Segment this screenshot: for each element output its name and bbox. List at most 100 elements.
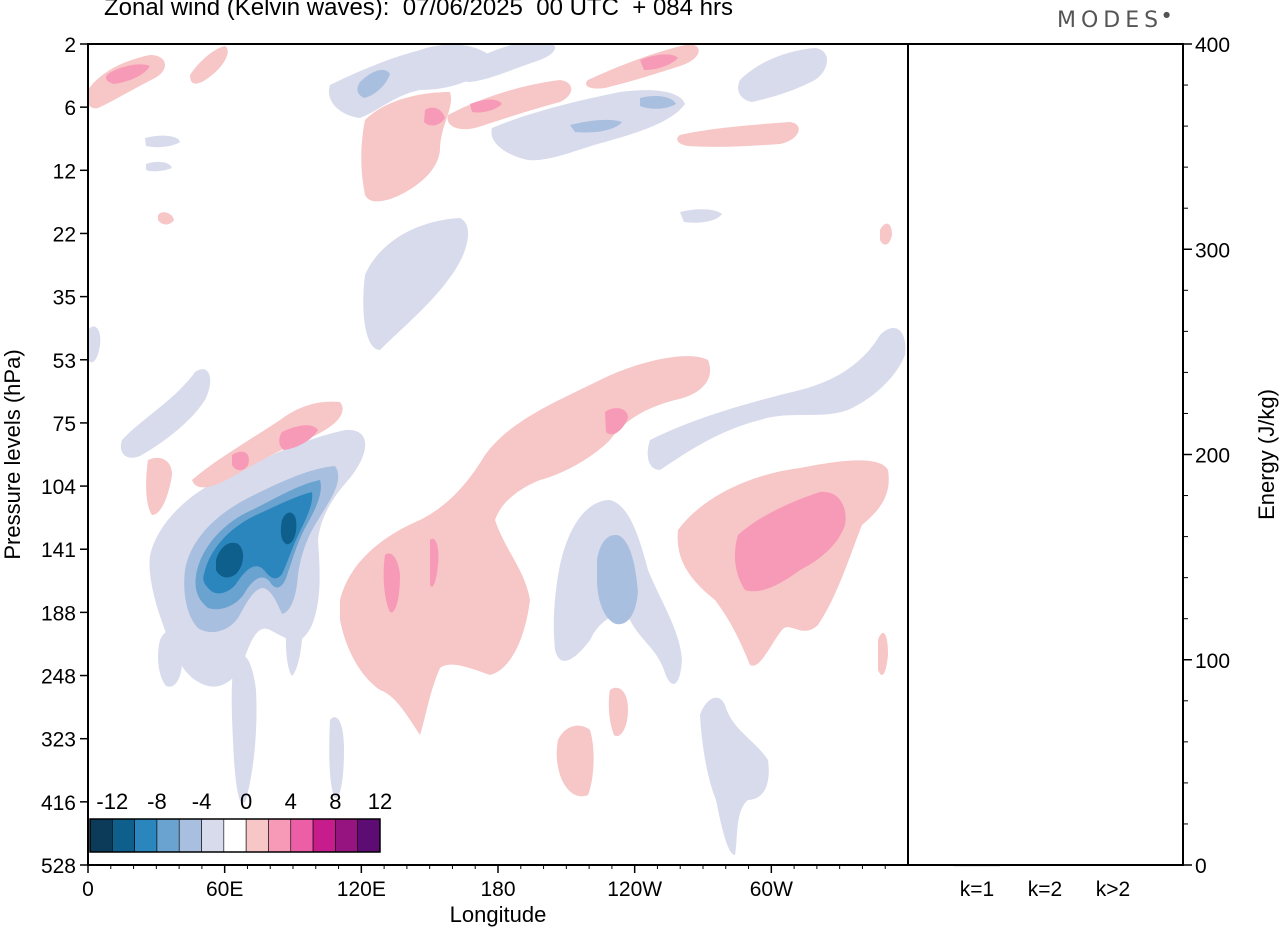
x-tick-label: 0 bbox=[82, 878, 94, 901]
wind-region-p-top-c bbox=[585, 44, 699, 89]
energy-category-label: k=1 bbox=[960, 878, 994, 901]
wind-region-p-low-a bbox=[556, 725, 594, 797]
y-axis-label: Pressure levels (hPa) bbox=[0, 349, 25, 559]
colorbar-swatch bbox=[156, 818, 180, 853]
wind-region-p-top-d bbox=[677, 122, 799, 147]
wind-region-p-top-i bbox=[640, 54, 678, 70]
colorbar-swatch bbox=[178, 818, 202, 853]
wind-region-n-right-75 bbox=[647, 327, 906, 470]
energy-tick-label: 0 bbox=[1195, 855, 1207, 878]
wind-region-p-big bbox=[340, 356, 711, 735]
colorbar-swatch bbox=[89, 818, 113, 853]
colorbar-label: -4 bbox=[192, 789, 212, 814]
wind-region-n-edge bbox=[88, 326, 101, 363]
energy-axis-label: Energy (J/kg) bbox=[1254, 389, 1279, 520]
wind-region-n-b bbox=[231, 654, 257, 804]
wind-region-n-top-g bbox=[640, 96, 676, 109]
energy-tick-label: 300 bbox=[1195, 239, 1230, 262]
logo-text: MODES bbox=[1057, 8, 1164, 33]
chart-title: Zonal wind (Kelvin waves): 07/06/2025 00… bbox=[104, 0, 733, 21]
colorbar-label: 4 bbox=[285, 789, 297, 814]
y-tick-label: 248 bbox=[41, 666, 76, 689]
energy-tick-label: 400 bbox=[1195, 34, 1230, 57]
colorbar-label: 0 bbox=[240, 789, 252, 814]
x-axis-label: Longitude bbox=[450, 902, 547, 927]
colorbar-swatch bbox=[223, 818, 247, 853]
energy-bar bbox=[1022, 864, 1068, 866]
wind-region-p-top-f bbox=[190, 46, 228, 84]
wind-region-p-top-b bbox=[447, 80, 572, 130]
wind-region-p-22 bbox=[880, 223, 892, 245]
y-tick-label: 104 bbox=[41, 476, 76, 499]
x-tick-label: 60E bbox=[206, 878, 243, 901]
energy-tick-label: 200 bbox=[1195, 445, 1230, 468]
wind-region-p-right-2 bbox=[734, 491, 846, 592]
wind-region-n-12a bbox=[145, 135, 180, 148]
energy-tick-label: 100 bbox=[1195, 650, 1230, 673]
colorbar-label: -8 bbox=[147, 789, 167, 814]
y-tick-label: 188 bbox=[41, 602, 76, 625]
wind-region-p-left-104 bbox=[192, 401, 343, 488]
colorbar-swatch bbox=[245, 818, 269, 853]
wind-region-n-mid-2 bbox=[597, 535, 638, 625]
wind-region-n-low bbox=[700, 697, 769, 855]
x-tick-label: 120E bbox=[337, 878, 386, 901]
y-tick-label: 75 bbox=[53, 413, 76, 436]
y-tick-label: 53 bbox=[53, 350, 76, 373]
y-tick-label: 416 bbox=[41, 792, 76, 815]
colorbar-swatch bbox=[335, 818, 358, 853]
wind-region-n-22 bbox=[680, 209, 722, 223]
wind-region-p-big-a bbox=[383, 553, 400, 613]
energy-bar bbox=[1090, 864, 1136, 866]
wind-region-p-top-g bbox=[106, 64, 150, 84]
colorbar-frame bbox=[89, 818, 381, 853]
wind-region-p-top-e bbox=[88, 55, 165, 109]
colorbar-swatch bbox=[268, 818, 292, 853]
wind-region-n-top-e bbox=[357, 69, 390, 98]
wind-region-p-big-b bbox=[430, 538, 439, 587]
wind-region-n-top-f bbox=[570, 119, 622, 133]
wind-region-n-up-35 bbox=[363, 218, 469, 350]
x-tick-label: 60W bbox=[750, 878, 793, 901]
colorbar-swatch bbox=[134, 818, 158, 853]
wind-region-p-low-c bbox=[878, 632, 888, 675]
y-tick-label: 35 bbox=[53, 287, 76, 310]
y-tick-label: 12 bbox=[53, 160, 76, 183]
y-tick-label: 323 bbox=[41, 729, 76, 752]
wind-region-n-12b bbox=[146, 161, 172, 172]
energy-frame bbox=[907, 43, 1184, 866]
colorbar-label: -12 bbox=[96, 789, 128, 814]
wind-region-p-104-b bbox=[279, 425, 318, 450]
energy-category-label: k=2 bbox=[1028, 878, 1062, 901]
modes-logo: MODES● bbox=[1057, 8, 1171, 33]
y-tick-label: 141 bbox=[41, 539, 76, 562]
colorbar-swatch bbox=[112, 818, 135, 853]
wind-region-p-22b bbox=[158, 212, 174, 225]
y-tick-label: 22 bbox=[53, 223, 76, 246]
wind-region-p-left-tiny bbox=[146, 457, 172, 515]
x-tick-label: 120W bbox=[607, 878, 662, 901]
wind-region-p-low-b bbox=[608, 687, 628, 737]
wind-region-n-a bbox=[158, 631, 183, 687]
y-tick-label: 6 bbox=[64, 97, 76, 120]
wind-region-n-c bbox=[285, 606, 303, 676]
x-tick-label: 180 bbox=[480, 878, 515, 901]
y-tick-label: 2 bbox=[64, 34, 76, 57]
wind-region-n-top-d bbox=[453, 44, 555, 82]
wind-region-p-top-j bbox=[470, 99, 502, 113]
colorbar-label: 8 bbox=[329, 789, 341, 814]
wind-region-n-top-a bbox=[328, 44, 495, 118]
y-tick-label: 528 bbox=[41, 855, 76, 878]
wind-region-p-top-h bbox=[424, 107, 445, 126]
colorbar-swatch bbox=[201, 818, 225, 853]
wind-region-n-core-b bbox=[280, 512, 297, 545]
colorbar-swatch bbox=[290, 818, 314, 853]
colorbar-label: 12 bbox=[368, 789, 392, 814]
colorbar-swatch bbox=[312, 818, 336, 853]
energy-bar bbox=[954, 864, 1000, 867]
wind-region-n-d bbox=[329, 717, 344, 799]
wind-region-n-left-75 bbox=[120, 369, 211, 458]
colorbar-swatch bbox=[357, 818, 381, 853]
wind-region-p-75 bbox=[605, 408, 628, 435]
